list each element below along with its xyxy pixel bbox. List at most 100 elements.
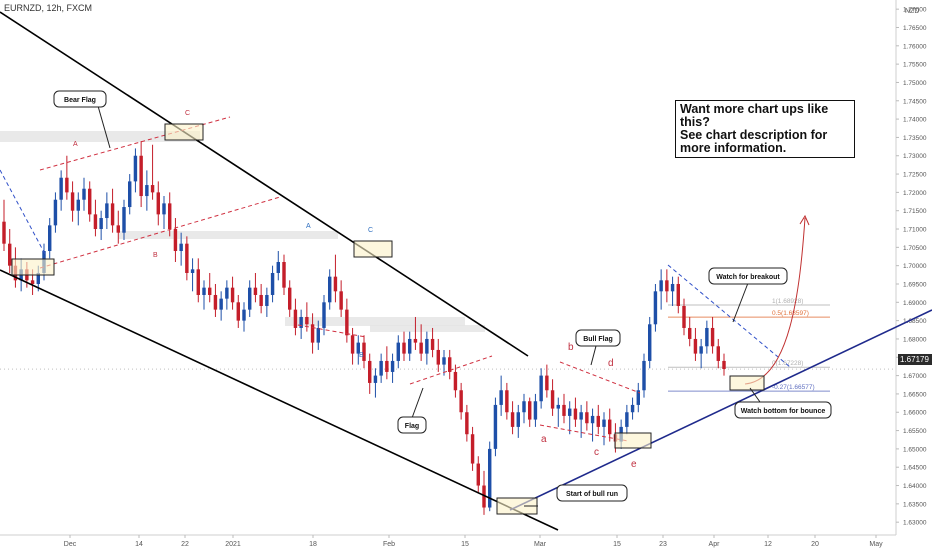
- candle-body: [162, 203, 166, 215]
- candle-body: [665, 280, 669, 292]
- x-tick-label: 15: [613, 541, 621, 548]
- candle-body: [53, 199, 58, 226]
- pointer-watch-breakout: [732, 282, 749, 323]
- candle-body: [585, 412, 589, 424]
- zone-bar-4: [370, 325, 485, 332]
- candle-body: [328, 276, 332, 303]
- dashed-bull-flag-upper: [559, 361, 641, 394]
- candle-body: [608, 419, 612, 435]
- candle-body: [145, 185, 149, 197]
- candle-body: [413, 338, 418, 343]
- label-bear-flag: Bear Flag: [64, 97, 96, 104]
- candle-body: [722, 360, 726, 370]
- current-price-badge: 1.67179: [898, 354, 932, 365]
- y-tick-label: 1.64000: [903, 483, 927, 490]
- label-watch-bottom: Watch bottom for bounce: [741, 408, 826, 415]
- label-box-bear-flag: [53, 90, 107, 108]
- y-tick-label: 1.76000: [903, 43, 927, 50]
- candle-body: [122, 207, 126, 233]
- x-tick-label: Mar: [534, 541, 547, 548]
- candle-body: [482, 485, 486, 508]
- candle-body: [202, 287, 206, 295]
- candle-body: [105, 203, 109, 219]
- candle-body: [93, 214, 98, 230]
- candle-body: [333, 276, 338, 292]
- candle-body: [653, 291, 658, 325]
- projection-arrowhead: [799, 214, 810, 226]
- candle-body: [390, 360, 395, 372]
- y-tick-label: 1.63500: [903, 501, 927, 508]
- trendline-lower[interactable]: [0, 269, 559, 531]
- candle-body: [659, 280, 663, 292]
- dashed-abc-2: [297, 324, 367, 338]
- candle-body: [630, 404, 635, 413]
- candle-body: [345, 309, 349, 336]
- y-tick-label: 1.75500: [903, 62, 927, 69]
- candle-body: [110, 203, 115, 226]
- wave-label-d: d: [608, 358, 614, 369]
- zone-bar-2: [118, 231, 338, 239]
- candle-body: [488, 448, 492, 508]
- highlight-box-2: [164, 123, 204, 141]
- x-tick-label: Dec: [64, 541, 77, 548]
- candle-body: [510, 412, 515, 427]
- wave-label-B1: B: [153, 252, 158, 259]
- label-flag: Flag: [405, 423, 419, 430]
- trendline-support[interactable]: [509, 309, 932, 511]
- x-tick-label: 14: [135, 541, 143, 548]
- candle-body: [339, 291, 343, 310]
- wave-label-B2: B: [359, 352, 364, 359]
- y-tick-label: 1.72500: [903, 172, 927, 179]
- y-tick-label: 1.75000: [903, 80, 927, 87]
- pointer-flag: [411, 387, 424, 419]
- candle-body: [65, 177, 69, 193]
- candle-body: [642, 360, 646, 391]
- candle-body: [710, 327, 715, 347]
- x-tick-label: 20: [811, 541, 819, 548]
- candle-body: [590, 415, 595, 424]
- y-tick-label: 1.73500: [903, 135, 927, 142]
- dashed-flag: [409, 355, 493, 385]
- y-tick-label: 1.74000: [903, 117, 927, 124]
- y-tick-label: 1.65000: [903, 446, 927, 453]
- candle-body: [208, 287, 212, 295]
- price-axis-ticks: 1.63000 1.63500 1.64000 1.64500 1.65000 1.655…: [896, 7, 927, 527]
- currency-label: NZD: [905, 8, 919, 15]
- label-watch-breakout: Watch for breakout: [716, 274, 780, 281]
- y-tick-label: 1.67000: [903, 373, 927, 380]
- candle-body: [453, 371, 458, 391]
- label-start-bull: Start of bull run: [566, 491, 618, 498]
- candle-body: [196, 269, 200, 295]
- trendline-upper[interactable]: [0, 11, 529, 357]
- candle-body: [236, 302, 240, 321]
- candle-body: [442, 357, 446, 365]
- wave-label-A2: A: [306, 223, 311, 230]
- candle-body: [368, 360, 372, 383]
- candle-body: [682, 305, 686, 328]
- candle-body: [282, 262, 286, 288]
- candle-body: [670, 283, 675, 292]
- candle-body: [688, 327, 692, 339]
- candle-body: [259, 294, 263, 306]
- candle-body: [288, 287, 292, 310]
- candle-body: [168, 203, 172, 230]
- candle-body: [116, 225, 120, 233]
- candle-body: [550, 390, 555, 409]
- dashed-bull-flag-lower: [539, 424, 629, 442]
- candle-body: [459, 390, 463, 413]
- label-box-watch-breakout: [708, 267, 788, 285]
- candle-body: [99, 218, 103, 230]
- y-tick-label: 1.68500: [903, 318, 927, 325]
- candle-body: [716, 346, 720, 361]
- x-tick-label: 15: [461, 541, 469, 548]
- fib-label: 0(1.67228): [772, 360, 803, 367]
- y-tick-label: 1.63000: [903, 520, 927, 527]
- y-tick-label: 1.77000: [903, 7, 927, 14]
- candle-body: [648, 324, 652, 361]
- candle-body: [150, 185, 155, 193]
- y-tick-label: 1.72000: [903, 190, 927, 197]
- fib-label: 1(1.68928): [772, 298, 803, 305]
- dashed-blue-left: [0, 169, 46, 255]
